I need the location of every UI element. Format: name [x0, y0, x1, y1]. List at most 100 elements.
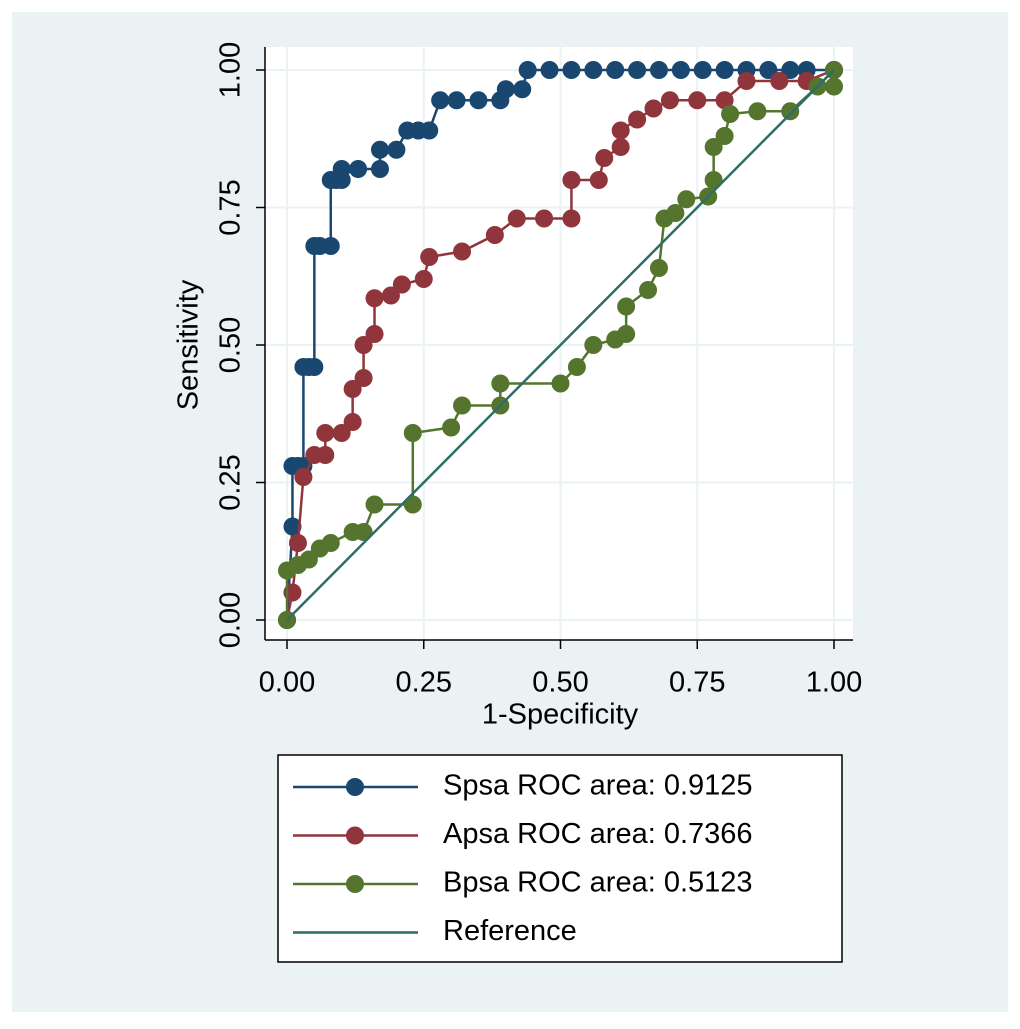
roc-point: [721, 105, 740, 123]
legend-marker: [346, 826, 364, 845]
roc-point: [507, 209, 526, 228]
roc-point: [365, 495, 384, 514]
roc-point: [677, 190, 696, 209]
x-tick-label: 0.50: [532, 667, 588, 699]
roc-point: [442, 418, 461, 437]
x-tick-label: 1.00: [806, 667, 862, 699]
roc-point: [595, 149, 614, 167]
roc-point: [321, 237, 340, 255]
roc-point: [316, 446, 335, 464]
x-axis-label: 1-Specificity: [482, 699, 639, 731]
roc-point: [321, 534, 340, 552]
roc-point: [704, 138, 723, 156]
roc-point: [639, 281, 658, 299]
roc-point: [513, 80, 532, 99]
roc-point: [617, 325, 636, 343]
x-tick-label: 0.25: [396, 667, 452, 699]
legend-label: Spsa ROC area: 0.9125: [443, 770, 753, 802]
y-tick-label: 0.00: [215, 592, 247, 648]
roc-point: [535, 209, 554, 228]
roc-point: [332, 424, 351, 442]
roc-point: [288, 534, 307, 552]
roc-point: [420, 121, 439, 140]
roc-point: [365, 289, 384, 308]
roc-point: [660, 91, 679, 110]
roc-point: [666, 204, 685, 222]
roc-point: [671, 61, 690, 79]
y-tick-label: 0.75: [215, 179, 247, 235]
roc-point: [611, 121, 630, 140]
x-tick-label: 0.00: [259, 667, 315, 699]
roc-point: [693, 61, 712, 79]
roc-point: [332, 160, 351, 178]
roc-point: [299, 550, 318, 569]
legend-label: Apsa ROC area: 0.7366: [443, 818, 753, 850]
y-tick-label: 0.50: [215, 317, 247, 373]
x-tick-label: 0.75: [669, 667, 725, 699]
roc-point: [349, 160, 368, 178]
roc-line: [286, 69, 835, 621]
roc-point: [759, 61, 778, 79]
roc-point: [649, 259, 668, 277]
roc-point: [403, 424, 422, 442]
roc-point: [628, 110, 647, 129]
roc-point: [611, 138, 630, 156]
roc-point: [748, 102, 767, 121]
roc-point: [447, 91, 466, 110]
roc-point: [649, 61, 668, 79]
roc-point: [453, 242, 472, 261]
y-axis-label: Sensitivity: [173, 279, 205, 410]
legend-label: Bpsa ROC area: 0.5123: [443, 867, 753, 899]
roc-point: [567, 358, 586, 376]
roc-point: [688, 91, 707, 110]
roc-point: [562, 209, 581, 228]
roc-point: [825, 77, 843, 96]
roc-point: [551, 374, 570, 393]
plot-area: [265, 47, 853, 640]
roc-point: [485, 226, 504, 244]
roc-point: [453, 396, 472, 415]
legend: [277, 754, 843, 963]
roc-point: [283, 517, 302, 536]
roc-point: [343, 413, 362, 431]
roc-point: [294, 468, 313, 486]
roc-point: [381, 286, 400, 305]
roc-point: [781, 61, 800, 79]
roc-point: [770, 72, 789, 90]
roc-point: [617, 297, 636, 316]
roc-point: [403, 495, 422, 514]
roc-point: [540, 61, 559, 79]
roc-point: [518, 61, 537, 79]
legend-marker: [346, 875, 364, 893]
roc-point: [431, 91, 450, 110]
roc-point: [704, 171, 723, 189]
roc-point: [392, 275, 411, 294]
roc-point: [715, 91, 734, 110]
roc-point: [354, 523, 373, 541]
roc-point: [496, 80, 515, 99]
roc-point: [305, 358, 324, 376]
y-tick-label: 0.25: [215, 454, 247, 510]
roc-point: [316, 424, 335, 442]
legend-label: Reference: [443, 915, 577, 947]
roc-point: [781, 102, 800, 121]
roc-point: [387, 140, 406, 159]
roc-point: [715, 127, 734, 145]
roc-point: [644, 99, 663, 118]
roc-point: [469, 91, 488, 110]
roc-point: [584, 61, 603, 79]
roc-point: [420, 248, 439, 266]
roc-point: [584, 336, 603, 354]
roc-point: [737, 72, 756, 90]
roc-point: [354, 369, 373, 387]
roc-point: [562, 61, 581, 79]
roc-point: [354, 336, 373, 354]
roc-point: [370, 140, 389, 159]
roc-point: [370, 160, 389, 178]
legend-marker: [346, 778, 364, 796]
roc-point: [343, 380, 362, 398]
roc-point: [414, 270, 433, 288]
roc-point: [365, 325, 384, 343]
roc-point: [562, 171, 581, 189]
